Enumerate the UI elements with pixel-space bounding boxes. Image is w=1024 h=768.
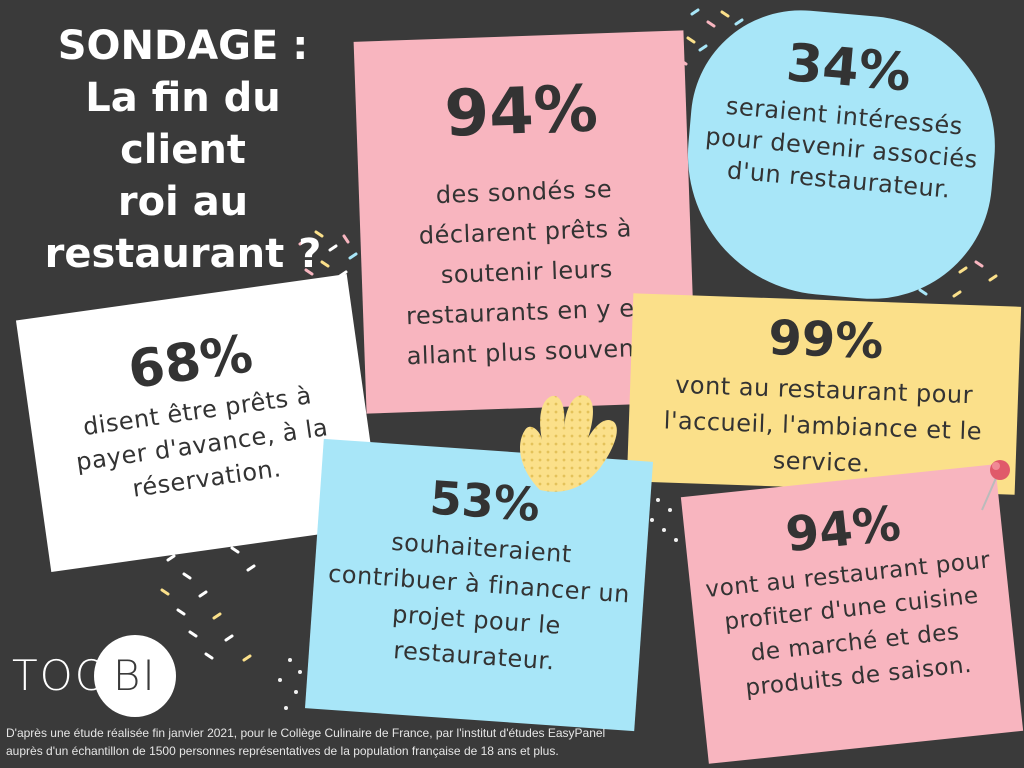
toobi-logo: TOO BI — [12, 635, 176, 717]
title-line-2: La fin du client — [85, 75, 281, 173]
footnote-line-2: auprès d'un échantillon de 1500 personne… — [6, 744, 559, 758]
title-line-4: restaurant ? — [44, 231, 322, 277]
logo-text-part-1: TOO — [12, 651, 110, 700]
source-footnote: D'après une étude réalisée fin janvier 2… — [6, 724, 766, 760]
logo-text-part-2: BI — [93, 635, 176, 717]
hand-shape-icon — [520, 395, 617, 492]
footnote-line-1: D'après une étude réalisée fin janvier 2… — [6, 726, 606, 740]
page-title: SONDAGE : La fin du client roi au restau… — [18, 20, 348, 280]
title-line-3: roi au — [117, 179, 249, 225]
push-pin-icon — [981, 460, 1010, 511]
title-line-1: SONDAGE : — [57, 23, 309, 69]
